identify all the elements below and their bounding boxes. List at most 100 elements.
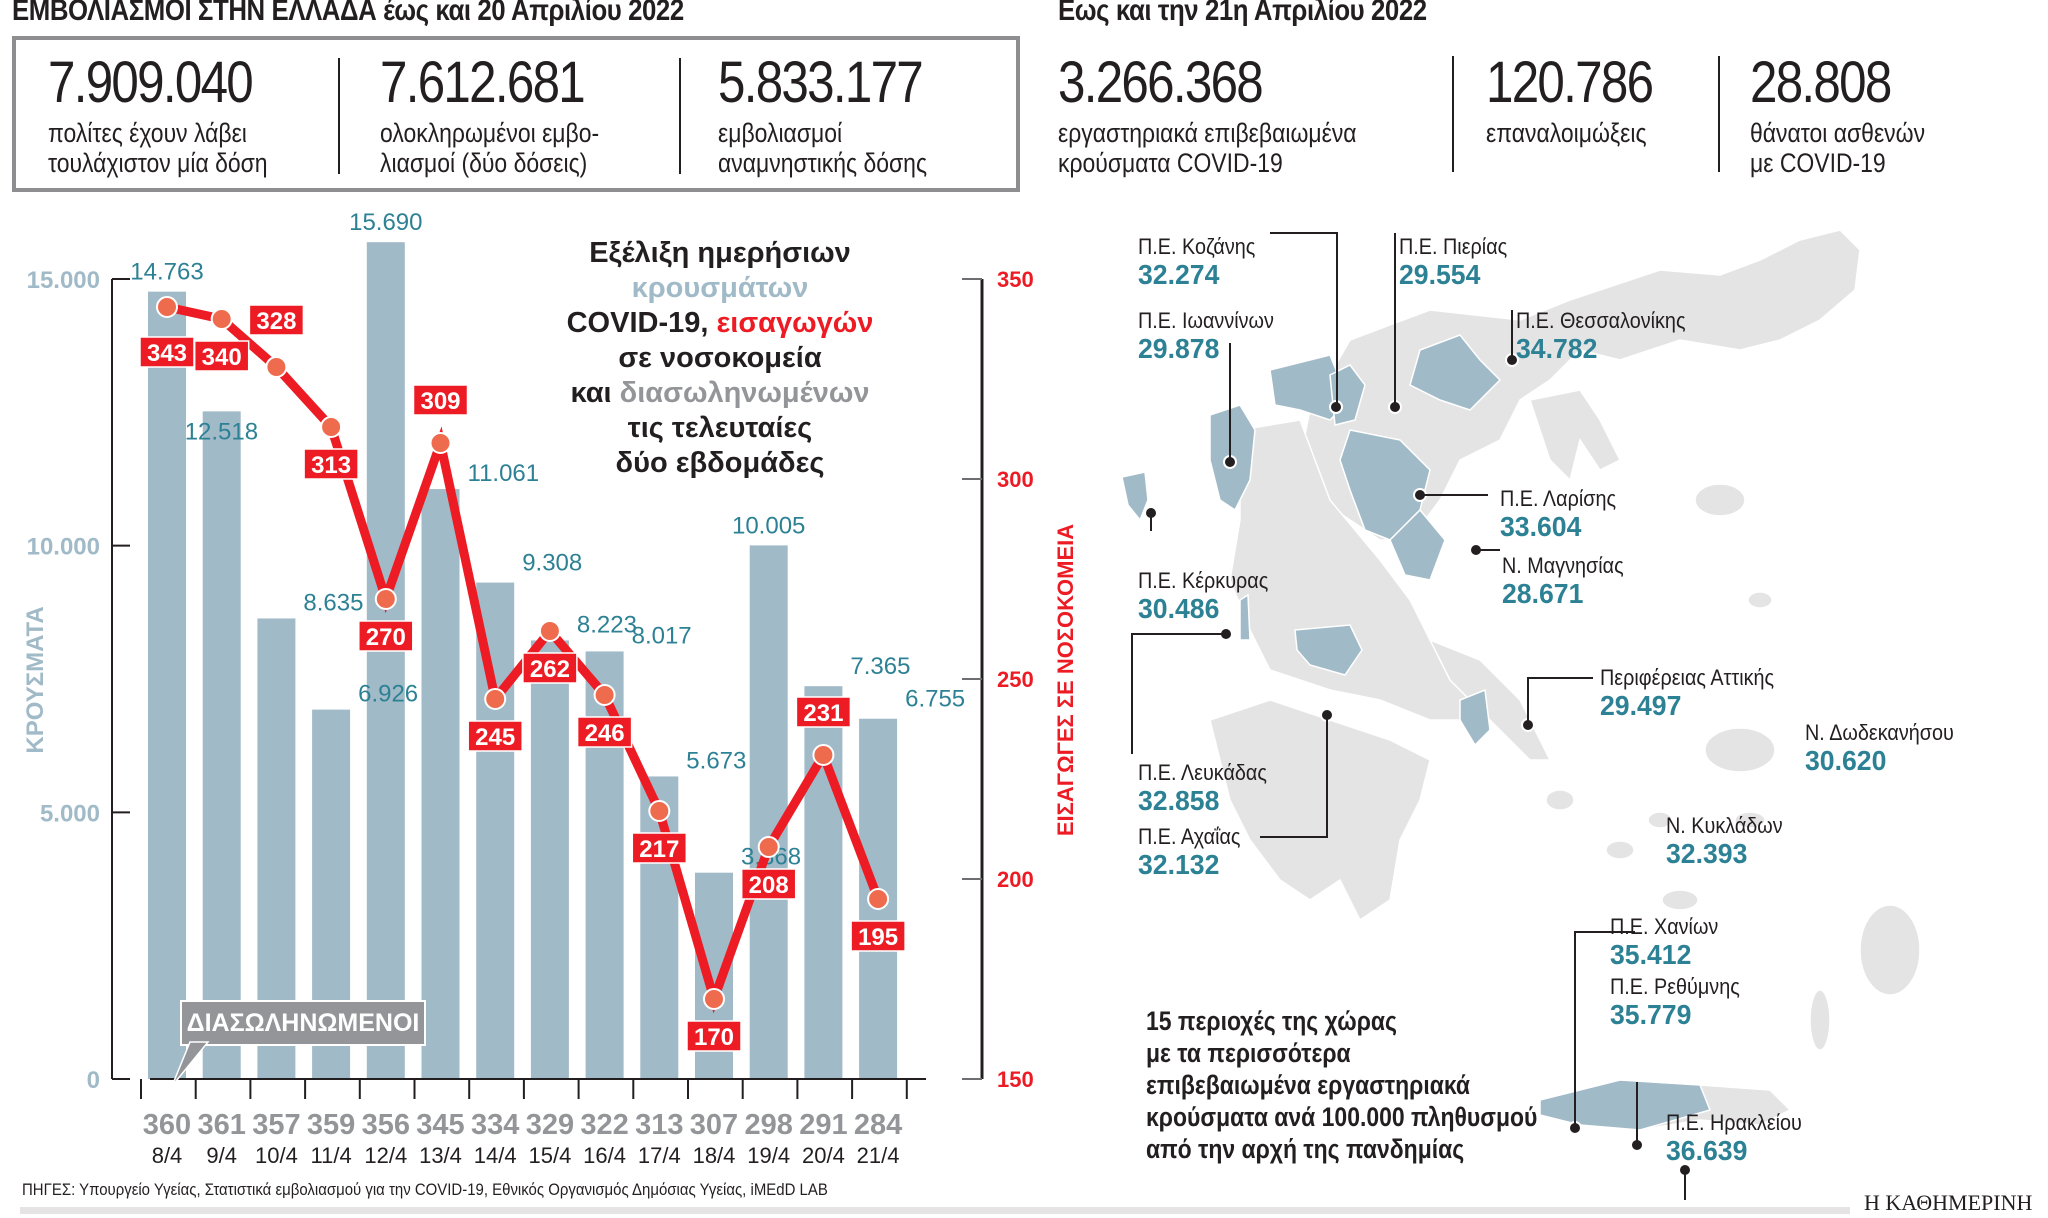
case-bar [366, 242, 405, 1079]
region-attica: Περιφέρειας Αττικής 29.497 [1600, 667, 1793, 720]
date-label: 15/4 [528, 1143, 571, 1168]
stat-first-dose: 7.909.040 πολίτες έχουν λάβει τουλάχιστο… [48, 40, 306, 188]
case-value-label: 15.690 [349, 209, 422, 236]
region-name: Π.Ε. Κοζάνης [1138, 234, 1256, 259]
stat-label: αναμνηστικής δόσης [718, 148, 928, 178]
region-chania: Π.Ε. Χανίων 35.412 [1610, 916, 1730, 969]
region-value: 32.132 [1138, 849, 1220, 880]
right-axis-label: ΕΙΣΑΓΩΓΕΣ ΣΕ ΝΟΣΟΚΟΜΕΙΑ [1053, 524, 1078, 836]
admissions-value-badge: 170 [686, 1020, 742, 1052]
map-caption-line: από την αρχή της πανδημίας [1146, 1134, 1465, 1164]
chart-title-line: και διασωληνωμένων [540, 376, 900, 411]
intubated-value: 360 [143, 1109, 191, 1141]
region-name: Π.Ε. Ρεθύμνης [1610, 974, 1740, 999]
admissions-value-badge: 231 [795, 696, 852, 728]
region-value: 34.782 [1516, 333, 1598, 364]
admissions-value-badge: 340 [193, 340, 250, 372]
region-name: Ν. Κυκλάδων [1666, 813, 1783, 838]
stat-total-cases: 3.266.368 εργαστηριακά επιβεβαιωμένα κρο… [1058, 40, 1409, 196]
right-axis-tick: 250 [997, 667, 1034, 692]
region-value: 28.671 [1502, 578, 1584, 609]
region-value: 35.412 [1610, 939, 1692, 970]
admissions-point [429, 432, 452, 454]
vaccination-title-date: έως και 20 Απριλίου 2022 [383, 0, 684, 27]
stat-value: 3.266.368 [1058, 50, 1264, 115]
intubated-value: 361 [198, 1109, 246, 1141]
admissions-point [265, 356, 288, 378]
date-label: 19/4 [747, 1143, 790, 1168]
chart-title-intubated: διασωληνωμένων [619, 377, 870, 409]
region-value: 32.274 [1138, 259, 1220, 290]
admissions-value-badge: 208 [740, 868, 797, 900]
region-value: 29.878 [1138, 333, 1220, 364]
region-name: Περιφέρειας Αττικής [1600, 665, 1775, 690]
sources-note: ΠΗΓΕΣ: Υπουργείο Υγείας, Στατιστικά εμβο… [22, 1180, 828, 1199]
chart-title-line: δύο εβδομάδες [615, 447, 825, 479]
right-axis-tick: 200 [997, 867, 1034, 892]
admissions-point [538, 620, 561, 642]
intubated-value: 334 [471, 1109, 519, 1141]
intubated-callout: ΔΙΑΣΩΛΗΝΩΜΕΝΟΙ [180, 1000, 426, 1046]
left-axis-tick: 10.000 [27, 534, 100, 561]
left-axis-tick: 15.000 [27, 267, 100, 294]
region-thessaloniki: Π.Ε. Θεσσαλονίκης 34.782 [1516, 310, 1704, 363]
admissions-value-badge: 343 [139, 336, 195, 368]
region-value: 36.639 [1666, 1135, 1748, 1166]
region-lefkada: Π.Ε. Λευκάδας 32.858 [1138, 762, 1281, 815]
region-rethymno: Π.Ε. Ρεθύμνης 35.779 [1610, 976, 1754, 1029]
admissions-point [757, 836, 780, 858]
chart-title-and: και [570, 377, 612, 409]
region-name: Π.Ε. Πιερίας [1399, 234, 1508, 259]
stat-label: εμβολιασμοί [718, 118, 843, 148]
region-value: 30.486 [1138, 593, 1220, 624]
admissions-value-badge: 270 [358, 620, 414, 652]
svg-text:245: 245 [475, 724, 515, 751]
map-caption-line: κρούσματα ανά 100.000 πληθυσμού [1146, 1102, 1538, 1132]
stat-value: 120.786 [1486, 50, 1654, 115]
date-label: 18/4 [693, 1143, 736, 1168]
admissions-value-badge: 309 [412, 384, 469, 416]
right-axis-tick: 350 [997, 267, 1034, 292]
left-axis-tick: 5.000 [40, 800, 100, 827]
stat-label: ολοκληρωμένοι εμβο- [380, 118, 600, 148]
case-value-label: 12.518 [185, 418, 258, 445]
region-value: 32.393 [1666, 838, 1748, 869]
case-bar [476, 582, 515, 1079]
region-name: Π.Ε. Κέρκυρας [1138, 568, 1269, 593]
svg-text:195: 195 [858, 924, 898, 951]
stat-value: 7.909.040 [48, 50, 254, 115]
date-label: 21/4 [857, 1143, 900, 1168]
region-name: Π.Ε. Χανίων [1610, 914, 1719, 939]
stat-label: τουλάχιστον μία δόση [48, 148, 268, 178]
admissions-point [593, 684, 616, 706]
region-name: Π.Ε. Ηρακλείου [1666, 1110, 1802, 1135]
intubated-value: 284 [854, 1109, 902, 1141]
chart-title-line: Εξέλιξη ημερήσιων [589, 237, 851, 269]
admissions-point [374, 588, 397, 610]
intubated-value: 357 [252, 1109, 300, 1141]
chart-title-line: σε νοσοκομεία [618, 342, 822, 374]
case-value-label: 8.223 [577, 611, 637, 638]
date-label: 9/4 [206, 1143, 237, 1168]
region-name: Π.Ε. Λευκάδας [1138, 760, 1267, 785]
cases-admissions-chart: 0 5.000 10.000 15.000 ΚΡΟΥΣΜΑΤΑ 150 200 250 300 3… [22, 209, 1078, 1168]
admissions-point [867, 888, 890, 910]
admissions-value-badge: 262 [522, 652, 578, 684]
stat-value: 28.808 [1750, 50, 1892, 115]
chart-title-line: τις τελευταίες [627, 412, 813, 444]
admissions-value-badge: 217 [631, 832, 688, 864]
case-bar [202, 411, 241, 1080]
svg-text:217: 217 [639, 836, 679, 863]
case-value-label: 6.926 [358, 681, 418, 708]
date-label: 11/4 [311, 1143, 352, 1168]
case-value-label: 7.365 [850, 653, 910, 680]
region-ioannina: Π.Ε. Ιωαννίνων 29.878 [1138, 310, 1289, 363]
intubated-value: 359 [307, 1109, 355, 1141]
left-axis-label: ΚΡΟΥΣΜΑΤΑ [22, 606, 49, 753]
region-value: 32.858 [1138, 785, 1220, 816]
date-label: 14/4 [474, 1143, 517, 1168]
region-pieria: Π.Ε. Πιερίας 29.554 [1399, 236, 1519, 289]
intubated-value: 298 [745, 1109, 793, 1141]
svg-text:246: 246 [585, 720, 625, 747]
case-bar [530, 640, 569, 1079]
